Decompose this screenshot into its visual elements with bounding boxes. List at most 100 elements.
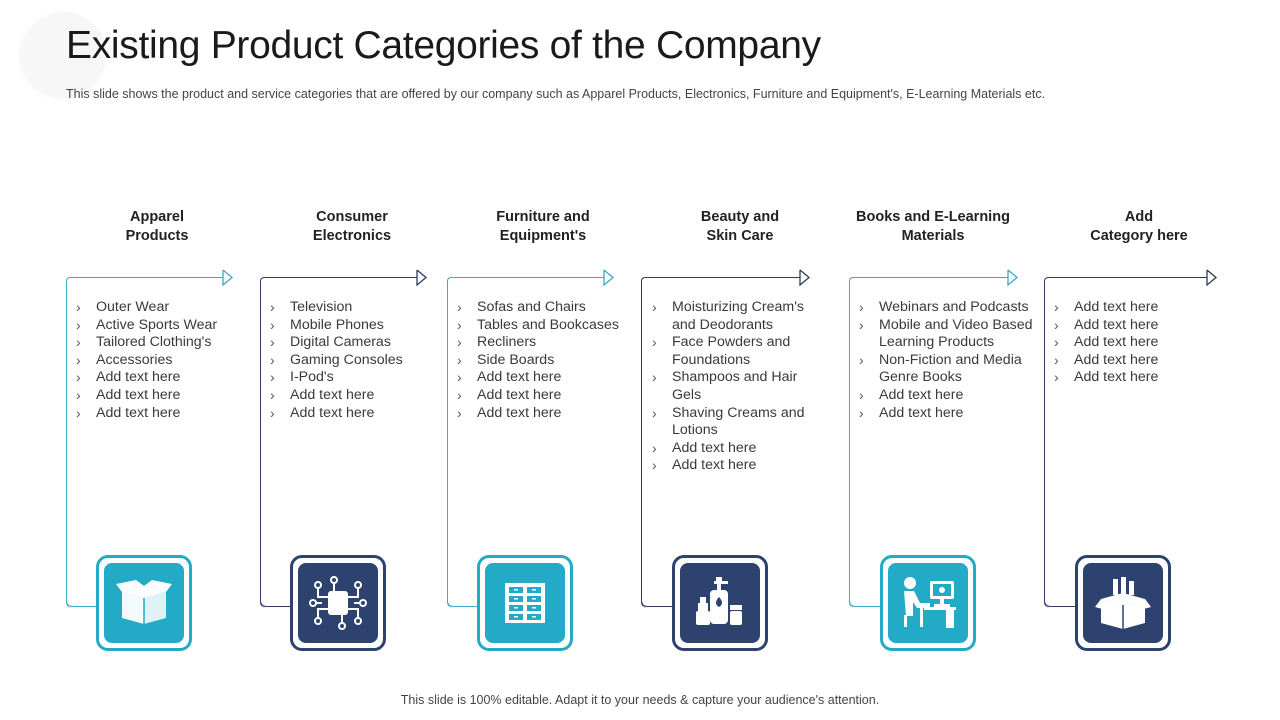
list-item-text: Tables and Bookcases [477, 316, 619, 333]
chevron-right-icon: › [1054, 316, 1059, 333]
list-item: › Add text here [652, 457, 826, 475]
list-item-text: Add text here [879, 404, 964, 421]
list-item: › Add text here [859, 405, 1033, 423]
list-item: › Add text here [270, 387, 442, 405]
list-item-text: Mobile Phones [290, 316, 384, 333]
category-heading: Add Category here [1049, 208, 1229, 246]
list-item-text: Gaming Consoles [290, 351, 403, 368]
category-connector-line [849, 277, 1014, 608]
chevron-right-icon: › [1054, 369, 1059, 386]
list-item-text: Webinars and Podcasts [879, 299, 1029, 315]
chevron-right-icon: › [457, 316, 462, 333]
list-item: › Webinars and Podcasts [859, 299, 1033, 317]
chevron-right-icon: › [76, 404, 81, 421]
list-item-text: Non-Fiction and Media Genre Books [879, 351, 1022, 386]
category-heading-line: Add [1124, 209, 1154, 225]
category-heading: Furniture and Equipment's [453, 208, 633, 246]
list-item-text: Shaving Creams and Lotions [672, 404, 805, 439]
chevron-right-icon: › [270, 386, 275, 403]
list-item-text: Shampoos and Hair Gels [672, 369, 798, 403]
chevron-right-icon: › [457, 404, 462, 421]
category-item-list: › Add text here › Add text here › Add text he… [1054, 299, 1232, 387]
arrow-head-icon [799, 269, 811, 291]
list-item: › Add text here [457, 387, 629, 405]
list-item-text: Add text here [672, 457, 757, 474]
category-icon-tile [96, 555, 192, 651]
page-title: Existing Product Categories of the Compa… [66, 24, 821, 67]
list-item: › Add text here [76, 369, 248, 387]
list-item: › Mobile Phones [270, 317, 442, 335]
list-item: › Add text here [1054, 334, 1232, 352]
chevron-right-icon: › [652, 404, 657, 421]
chevron-right-icon: › [652, 299, 657, 315]
list-item: › Non-Fiction and Media Genre Books [859, 352, 1033, 387]
category-connector-line [1044, 277, 1213, 608]
list-item: › Add text here [1054, 299, 1232, 317]
category-icon-tile [880, 555, 976, 651]
chevron-right-icon: › [270, 404, 275, 421]
person-at-computer-icon [888, 563, 968, 643]
chevron-right-icon: › [1054, 351, 1059, 368]
list-item-text: Add text here [1074, 351, 1159, 368]
chevron-right-icon: › [76, 351, 81, 368]
category-item-list: › Moisturizing Cream's and Deodorants › Fac… [652, 299, 826, 475]
list-item: › Add text here [1054, 317, 1232, 335]
list-item: › Face Powders and Foundations [652, 334, 826, 369]
list-item-text: Add text here [290, 386, 375, 403]
list-item-text: Digital Cameras [290, 334, 391, 351]
list-item: › Shampoos and Hair Gels [652, 369, 826, 404]
category-item-list: › Sofas and Chairs › Tables and Bookcases › R… [457, 299, 629, 422]
list-item-text: Add text here [879, 386, 964, 403]
drawer-cabinet-icon [485, 563, 565, 643]
list-item: › Add text here [457, 369, 629, 387]
list-item: › Add text here [859, 387, 1033, 405]
chevron-right-icon: › [270, 316, 275, 333]
chevron-right-icon: › [270, 299, 275, 315]
list-item: › Add text here [76, 387, 248, 405]
list-item: › Add text here [1054, 352, 1232, 370]
list-item-text: Add text here [96, 369, 181, 386]
chevron-right-icon: › [457, 386, 462, 403]
list-item-text: Add text here [290, 404, 375, 421]
category-connector-foot [641, 598, 672, 607]
chevron-right-icon: › [76, 316, 81, 333]
category-icon-tile [672, 555, 768, 651]
page-subtitle: This slide shows the product and service… [66, 87, 1046, 101]
list-item-text: Active Sports Wear [96, 316, 218, 333]
category-heading: Beauty and Skin Care [650, 208, 830, 246]
category-connector-foot [260, 598, 290, 607]
arrow-head-icon [416, 269, 428, 291]
list-item-text: Add text here [672, 439, 757, 456]
category-heading-line: Apparel [130, 209, 184, 225]
chevron-right-icon: › [859, 404, 864, 421]
cosmetics-bottles-icon [680, 563, 760, 643]
list-item-text: Add text here [477, 404, 562, 421]
list-item-text: Recliners [477, 334, 537, 351]
arrow-head-icon [1206, 269, 1218, 291]
chevron-right-icon: › [76, 369, 81, 386]
list-item-text: Add text here [1074, 334, 1159, 351]
category-heading-line: Skin Care [706, 228, 774, 244]
list-item-text: Side Boards [477, 351, 555, 368]
list-item-text: Outer Wear [96, 299, 170, 315]
list-item-text: Tailored Clothing's [96, 334, 212, 351]
chevron-right-icon: › [1054, 334, 1059, 351]
arrow-head-icon [1007, 269, 1019, 291]
list-item-text: Accessories [96, 351, 173, 368]
category-connector-line [260, 277, 423, 608]
list-item-text: Moisturizing Cream's and Deodorants [672, 299, 805, 333]
list-item: › Sofas and Chairs [457, 299, 629, 317]
circuit-chip-icon [298, 563, 378, 643]
chevron-right-icon: › [457, 369, 462, 386]
box-with-items-icon [1083, 563, 1163, 643]
list-item-text: Add text here [1074, 369, 1159, 386]
chevron-right-icon: › [270, 334, 275, 351]
list-item: › Add text here [457, 405, 629, 423]
chevron-right-icon: › [76, 334, 81, 351]
list-item-text: Mobile and Video Based Learning Products [879, 316, 1033, 351]
list-item-text: Add text here [96, 386, 181, 403]
chevron-right-icon: › [457, 351, 462, 368]
list-item-text: Add text here [477, 386, 562, 403]
category-heading-line: Equipment's [499, 228, 587, 244]
list-item: › Accessories [76, 352, 248, 370]
